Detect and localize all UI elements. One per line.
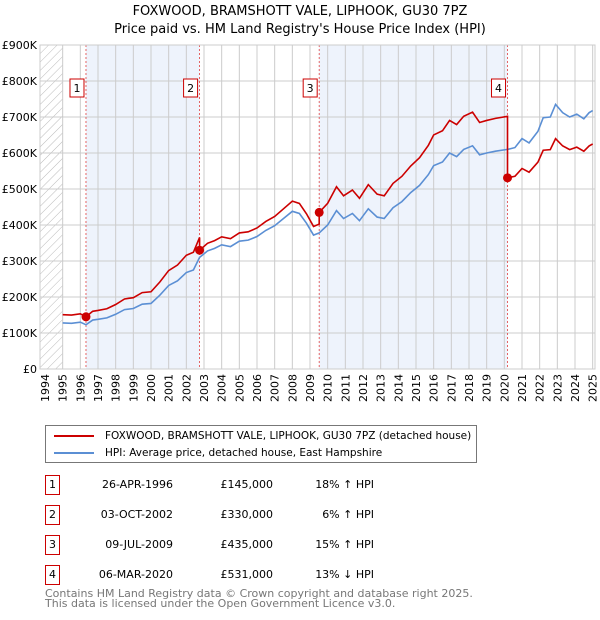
legend-label-property: FOXWOOD, BRAMSHOTT VALE, LIPHOOK, GU30 7… bbox=[105, 430, 472, 442]
legend: FOXWOOD, BRAMSHOTT VALE, LIPHOOK, GU30 7… bbox=[45, 425, 477, 463]
sale-point bbox=[81, 312, 91, 322]
plot-area: £0 £100K £200K £300K £400K £500K £600K £700K £80… bbox=[2, 39, 600, 402]
hpi-line bbox=[62, 102, 594, 326]
sale-number: 4 bbox=[45, 565, 60, 585]
sale-number: 1 bbox=[45, 475, 60, 495]
x-tick-label: 2010 bbox=[322, 374, 335, 402]
sale-label-frame bbox=[491, 78, 507, 98]
sale-date: 03-OCT-2002 bbox=[100, 508, 173, 521]
x-tick-label: 2011 bbox=[339, 374, 352, 402]
sale-label-box: 1 bbox=[69, 78, 85, 98]
x-tick-label: 1998 bbox=[110, 374, 123, 402]
sale-label-frame bbox=[302, 78, 318, 98]
x-tick-label: 2015 bbox=[410, 374, 423, 402]
legend-label-hpi: HPI: Average price, detached house, East… bbox=[105, 447, 383, 459]
x-tick-label: 2004 bbox=[216, 374, 229, 402]
sale-label-number: 1 bbox=[73, 82, 80, 95]
x-tick-label: 1999 bbox=[127, 374, 140, 402]
sale-label-frame bbox=[69, 78, 85, 98]
y-tick-label: £300K bbox=[2, 255, 38, 268]
x-tick-label: 2025 bbox=[587, 374, 600, 402]
sale-hpi-diff: 13% ↓ HPI bbox=[315, 568, 374, 581]
sale-label-number: 2 bbox=[187, 82, 194, 95]
sale-date: 26-APR-1996 bbox=[101, 478, 173, 491]
x-tick-label: 1996 bbox=[74, 374, 87, 402]
sale-label-box: 4 bbox=[491, 78, 507, 98]
footer-line-2: This data is licensed under the Open Gov… bbox=[45, 597, 396, 610]
x-tick-label: 2000 bbox=[145, 374, 158, 402]
x-tick-label: 2008 bbox=[286, 374, 299, 402]
sale-row: 3 09-JUL-2009 £435,000 15% ↑ HPI bbox=[45, 535, 495, 555]
footer-line-1: Contains HM Land Registry data © Crown c… bbox=[45, 587, 473, 600]
sale-price: £531,000 bbox=[220, 568, 274, 581]
y-tick-label: £500K bbox=[2, 183, 38, 196]
sale-row: 1 26-APR-1996 £145,000 18% ↑ HPI bbox=[45, 475, 495, 495]
x-tick-label: 1994 bbox=[39, 374, 52, 402]
x-tick-label: 2014 bbox=[392, 374, 405, 402]
sale-hpi-diff: 15% ↑ HPI bbox=[315, 538, 374, 551]
x-tick-label: 2021 bbox=[516, 374, 529, 402]
x-tick-label: 2012 bbox=[357, 374, 370, 402]
x-tick-label: 2016 bbox=[428, 374, 441, 402]
chart-subtitle: Price paid vs. HM Land Registry's House … bbox=[114, 22, 486, 37]
x-tick-label: 2019 bbox=[481, 374, 494, 402]
x-tick-label: 2022 bbox=[534, 374, 547, 402]
shaded-band bbox=[85, 45, 200, 369]
footer: Contains HM Land Registry data © Crown c… bbox=[45, 587, 473, 610]
y-tick-label: £600K bbox=[2, 147, 38, 160]
y-tick-label: £700K bbox=[2, 111, 38, 124]
sale-price: £145,000 bbox=[220, 478, 274, 491]
sale-date: 09-JUL-2009 bbox=[105, 538, 173, 551]
x-tick-label: 2006 bbox=[251, 374, 264, 402]
y-tick-label: £100K bbox=[2, 327, 38, 340]
y-tick-label: £400K bbox=[2, 219, 38, 232]
x-tick-label: 2020 bbox=[498, 374, 511, 402]
sale-point bbox=[503, 173, 513, 183]
x-tick-label: 2009 bbox=[304, 374, 317, 402]
sale-hpi-diff: 6% ↑ HPI bbox=[322, 508, 374, 521]
x-tick-label: 1995 bbox=[57, 374, 70, 402]
shaded-band bbox=[319, 45, 508, 369]
sale-label-box: 3 bbox=[302, 78, 318, 98]
sale-price: £330,000 bbox=[220, 508, 274, 521]
x-tick-label: 2003 bbox=[198, 374, 211, 402]
hatched-region bbox=[40, 45, 63, 369]
x-tick-label: 2023 bbox=[551, 374, 564, 402]
sale-price: £435,000 bbox=[220, 538, 274, 551]
y-tick-label: £0 bbox=[23, 363, 37, 376]
sale-hpi-diff: 18% ↑ HPI bbox=[315, 478, 374, 491]
x-tick-label: 2018 bbox=[463, 374, 476, 402]
x-tick-label: 1997 bbox=[92, 374, 105, 402]
legend-swatch-property bbox=[54, 435, 94, 437]
x-tick-label: 2017 bbox=[445, 374, 458, 402]
sale-date: 06-MAR-2020 bbox=[98, 568, 173, 581]
sale-row: 2 03-OCT-2002 £330,000 6% ↑ HPI bbox=[45, 505, 495, 525]
y-tick-label: £800K bbox=[2, 75, 38, 88]
sale-row: 4 06-MAR-2020 £531,000 13% ↓ HPI bbox=[45, 565, 495, 585]
sale-label-number: 3 bbox=[307, 82, 314, 95]
y-tick-label: £200K bbox=[2, 291, 38, 304]
sale-point bbox=[195, 245, 205, 255]
chart-title: FOXWOOD, BRAMSHOTT VALE, LIPHOOK, GU30 7… bbox=[132, 4, 468, 19]
x-tick-label: 2001 bbox=[163, 374, 176, 402]
x-tick-label: 2005 bbox=[233, 374, 246, 402]
sale-point bbox=[314, 207, 324, 217]
plot-border bbox=[39, 44, 596, 370]
x-tick-label: 2024 bbox=[569, 374, 582, 402]
property-price-line bbox=[62, 111, 594, 318]
sale-label-frame bbox=[183, 78, 199, 98]
legend-swatch-hpi bbox=[54, 452, 94, 454]
x-tick-label: 2002 bbox=[180, 374, 193, 402]
sale-label-box: 2 bbox=[183, 78, 199, 98]
y-tick-label: £900K bbox=[2, 39, 38, 52]
x-tick-label: 2013 bbox=[375, 374, 388, 402]
x-tick-label: 2007 bbox=[269, 374, 282, 402]
sale-label-number: 4 bbox=[495, 82, 502, 95]
sale-number: 2 bbox=[45, 505, 60, 525]
sale-number: 3 bbox=[45, 535, 60, 555]
